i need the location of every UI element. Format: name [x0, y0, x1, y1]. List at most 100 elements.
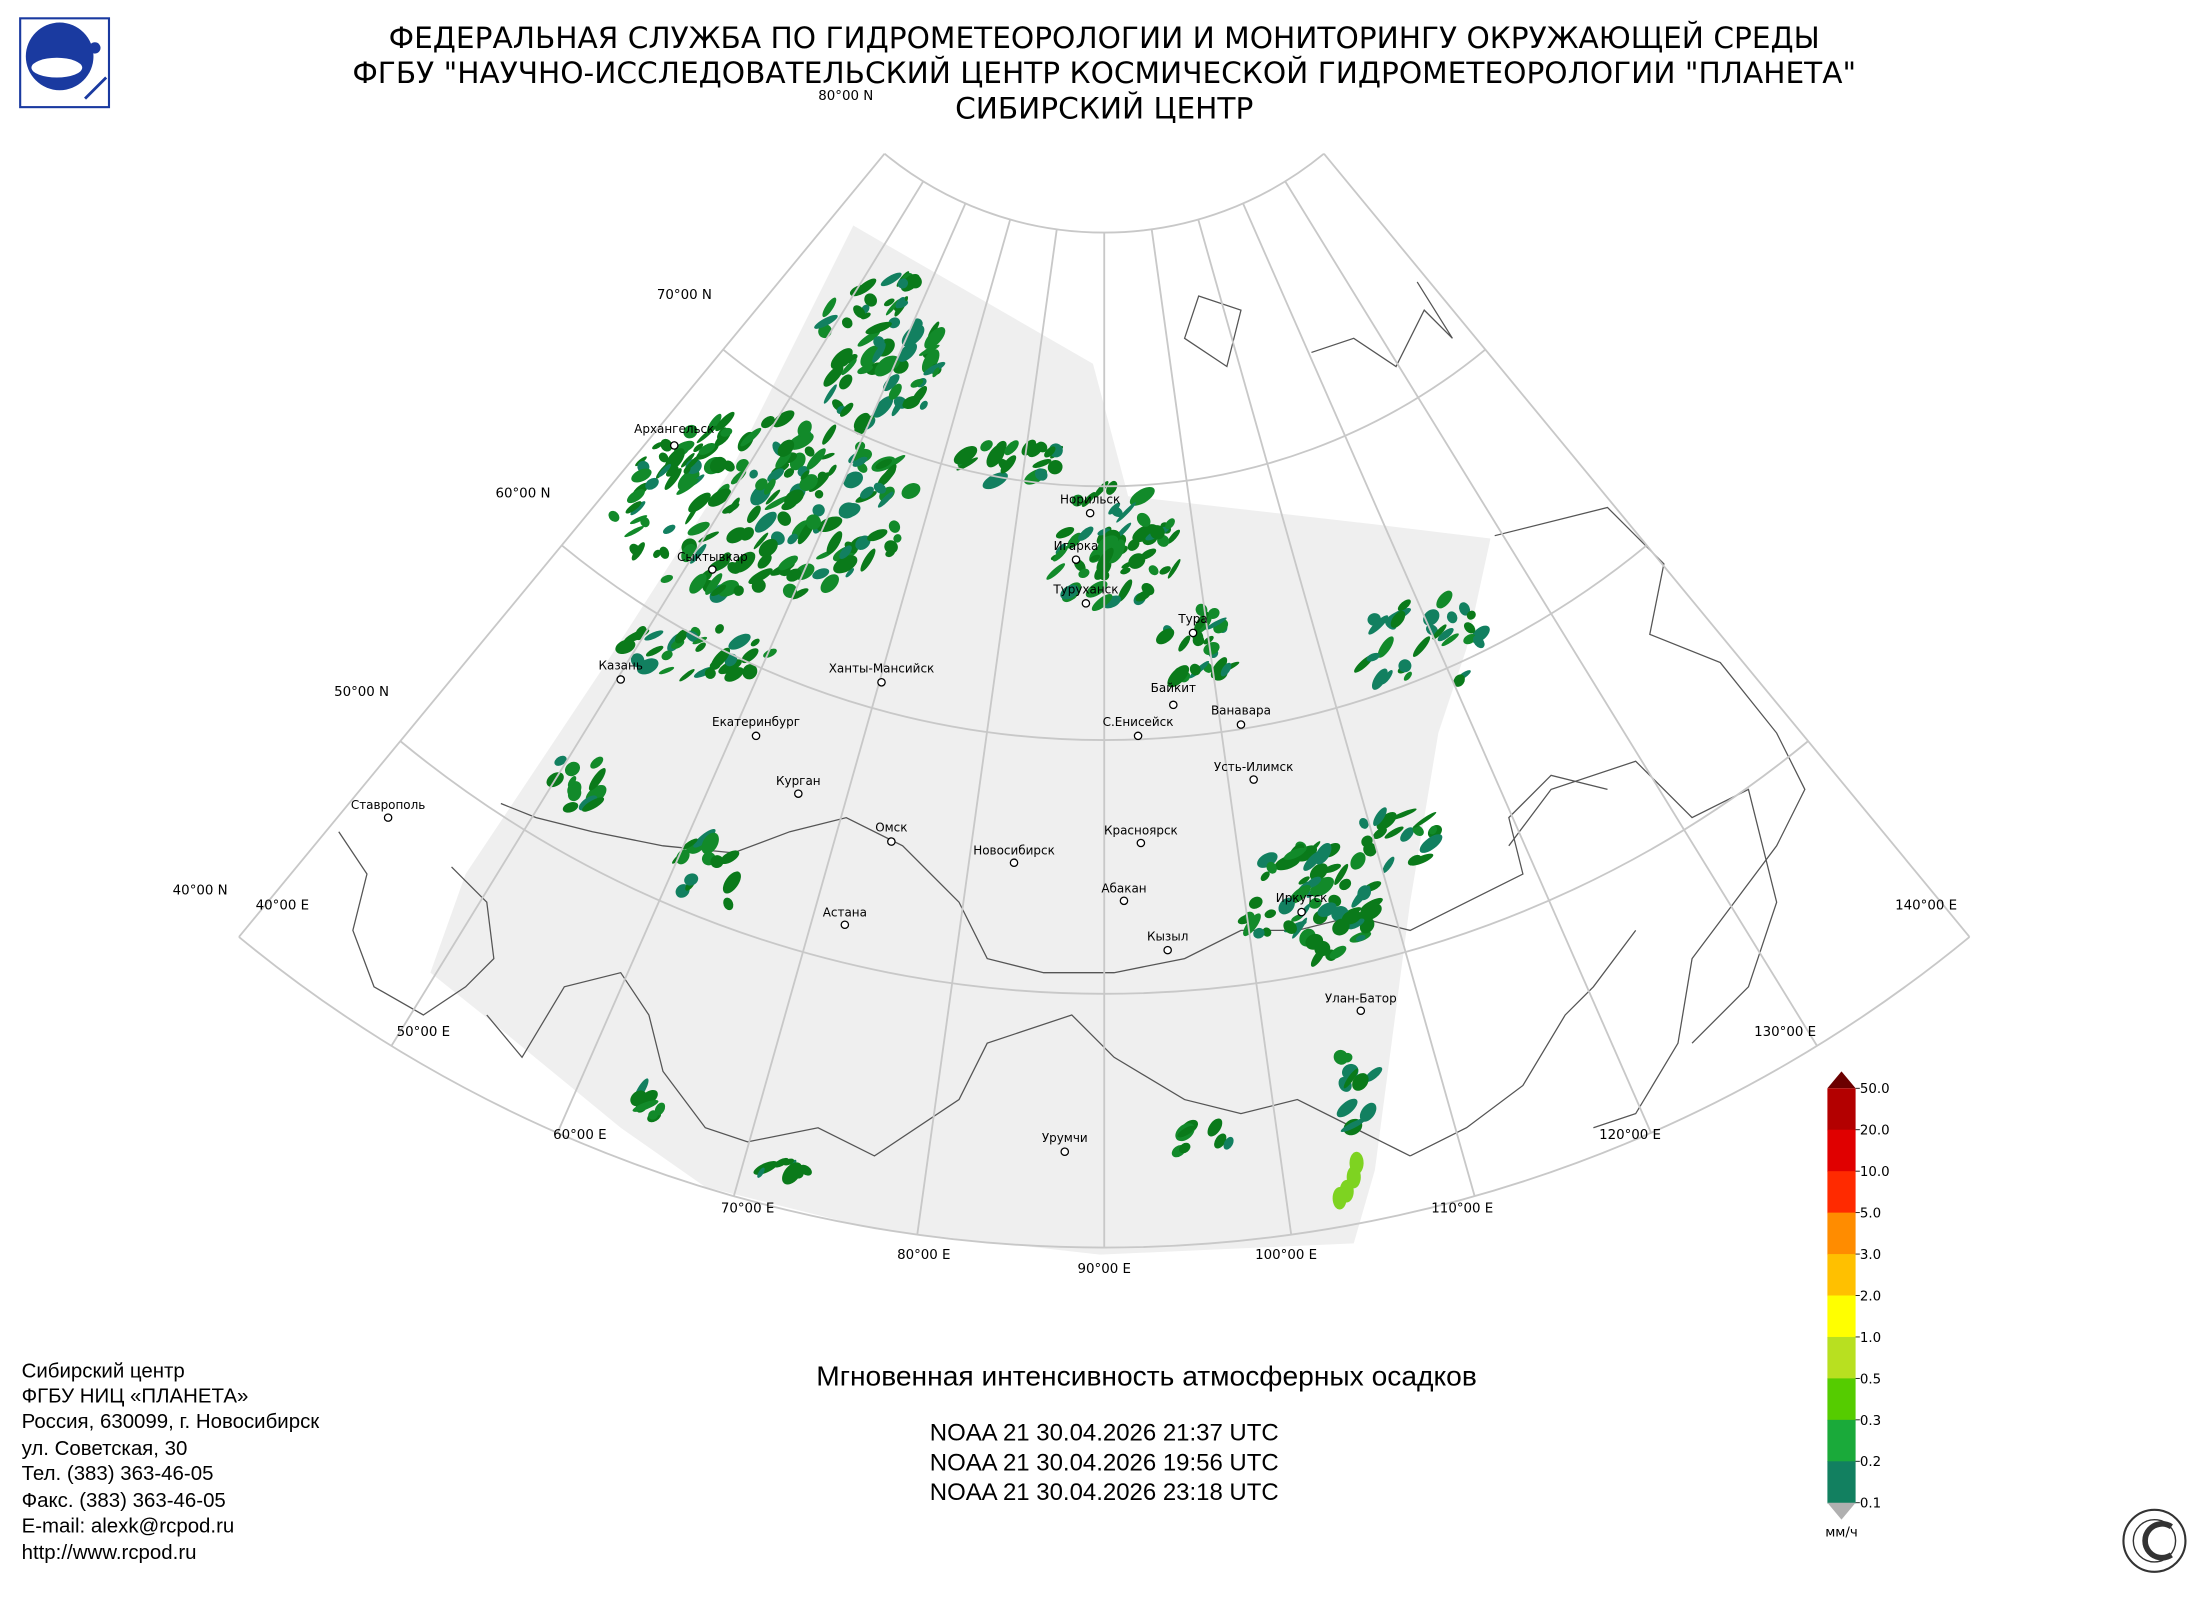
- pass-info: NOAA 21 30.04.2026 19:56 UTC: [930, 1449, 1279, 1476]
- city-label: Иркутск: [1276, 891, 1328, 905]
- legend-under: [1827, 1502, 1856, 1520]
- precip-cell: [888, 317, 901, 329]
- precip-cell: [707, 488, 732, 507]
- precip-cell: [1053, 546, 1069, 562]
- precip-cell: [1140, 548, 1157, 560]
- precip-cell: [772, 410, 795, 428]
- precip-cell: [689, 573, 707, 594]
- precip-cell: [1085, 580, 1108, 598]
- footer-line: ФГБУ НИЦ «ПЛАНЕТА»: [22, 1385, 249, 1408]
- precip-cell: [782, 1162, 803, 1185]
- precip-cell: [658, 666, 675, 675]
- precip-cell: [872, 395, 894, 418]
- precip-cell: [805, 514, 821, 530]
- map: 80°00 N 70°00 N 60°00 N 50°00 N 40°00 N 40°00…: [173, 89, 1971, 1277]
- precip-cell: [664, 468, 682, 490]
- precip-cell: [1373, 827, 1387, 840]
- footer: Сибирский центр ФГБУ НИЦ «ПЛАНЕТА» Росси…: [22, 1359, 321, 1564]
- precip-cell: [630, 653, 645, 668]
- precip-cell: [1214, 1133, 1227, 1149]
- longitude-label: 90°00 E: [1078, 1262, 1131, 1277]
- precip-cell: [879, 464, 897, 487]
- longitude-label: 40°00 E: [256, 898, 309, 913]
- precip-cell: [901, 324, 925, 347]
- precip-cell: [742, 664, 758, 680]
- precip-cell: [687, 521, 710, 536]
- city-marker: [1297, 907, 1306, 917]
- precip-cell: [1067, 532, 1082, 549]
- precip-cell: [695, 642, 706, 652]
- city-marker: [794, 789, 803, 798]
- precip-cell: [895, 297, 906, 309]
- precip-cell: [698, 442, 716, 455]
- precip-cell: [822, 424, 837, 445]
- precip-cell: [864, 293, 877, 307]
- precip-cell: [1179, 1142, 1191, 1154]
- precip-cell: [812, 568, 830, 580]
- precip-cell: [661, 650, 673, 661]
- precip-cell: [1000, 455, 1017, 474]
- precip-cell: [1340, 1118, 1366, 1132]
- precip-cell: [659, 546, 670, 559]
- legend-label: 3.0: [1860, 1248, 1881, 1263]
- precip-cell: [1314, 843, 1332, 865]
- precip-cell: [1436, 590, 1453, 609]
- precip-cell: [880, 272, 902, 287]
- meridian: [1150, 229, 1293, 1235]
- precip-cell: [1274, 854, 1301, 871]
- precip-cell: [924, 327, 946, 350]
- precip-cell: [1351, 885, 1370, 908]
- precip-cell: [715, 411, 735, 432]
- legend-label: 0.5: [1860, 1372, 1881, 1387]
- city-marker: [1133, 731, 1143, 741]
- city-label: Туруханск: [1052, 582, 1118, 596]
- legend-label: 0.2: [1860, 1455, 1881, 1470]
- precip-cell: [820, 452, 835, 460]
- precip-cell: [827, 464, 837, 476]
- border-line: [338, 831, 495, 1016]
- city-marker: [887, 837, 896, 846]
- legend-swatch: [1827, 1171, 1856, 1214]
- precip-cell: [632, 1099, 659, 1112]
- precip-cell: [1390, 610, 1406, 628]
- precip-cell: [1032, 459, 1052, 469]
- precip-cell: [1349, 1151, 1364, 1175]
- city-marker: [1356, 1006, 1366, 1016]
- precip-cell: [1177, 1125, 1195, 1138]
- precip-cell: [688, 492, 711, 513]
- precip-cell: [1412, 825, 1424, 837]
- precip-cell: [888, 383, 902, 400]
- precip-cell: [749, 469, 758, 479]
- city-label: Игарка: [1054, 539, 1099, 553]
- precip-cell: [1371, 668, 1388, 690]
- precip-cell: [645, 477, 659, 490]
- footer-line: ул. Советская, 30: [22, 1437, 188, 1460]
- precip-cell: [704, 667, 716, 679]
- precip-cell: [720, 850, 740, 865]
- precip-cell: [839, 545, 852, 560]
- precip-cell: [857, 364, 873, 375]
- city-marker: [1136, 838, 1146, 848]
- precip-cell: [777, 511, 792, 526]
- precip-cell: [1361, 835, 1373, 848]
- precip-cell: [1150, 525, 1165, 540]
- precip-cell: [1359, 1102, 1377, 1122]
- precip-cell: [723, 460, 735, 472]
- precip-cell: [953, 446, 978, 465]
- precip-cell: [660, 574, 673, 583]
- precip-cell: [921, 349, 940, 374]
- precip-cell: [1341, 910, 1362, 925]
- precip-cell: [830, 348, 853, 370]
- precip-cell: [823, 384, 837, 404]
- header: ФЕДЕРАЛЬНАЯ СЛУЖБА ПО ГИДРОМЕТЕОРОЛОГИИ …: [352, 20, 1856, 125]
- precip-cell: [877, 491, 894, 508]
- pass-info: NOAA 21 30.04.2026 21:37 UTC: [930, 1420, 1279, 1447]
- precip-cell: [1266, 861, 1277, 874]
- precip-cell: [1055, 526, 1075, 539]
- precip-cell: [635, 456, 647, 467]
- precip-cell: [1384, 826, 1404, 839]
- precip-cell: [777, 439, 795, 457]
- meridian: [390, 180, 925, 1047]
- precip-cell: [1310, 876, 1335, 897]
- precip-cell: [1352, 1073, 1369, 1091]
